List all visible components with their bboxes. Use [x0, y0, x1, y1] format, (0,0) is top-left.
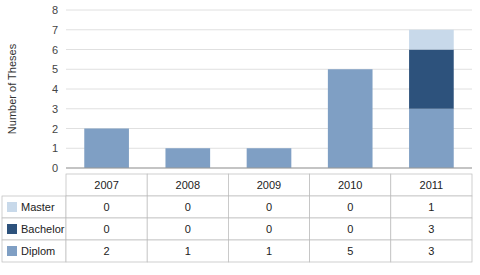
table-cell — [147, 218, 228, 240]
table-cell — [147, 196, 228, 218]
table-cell — [228, 240, 309, 262]
category-label: 2008 — [176, 179, 200, 191]
table-cell — [228, 174, 309, 196]
y-tick-label: 8 — [52, 4, 58, 16]
category-label: 2010 — [338, 179, 362, 191]
table-value: 3 — [428, 223, 434, 235]
bar-segment — [409, 50, 454, 109]
bars — [84, 30, 453, 168]
table-cell — [147, 174, 228, 196]
table-cell — [391, 196, 472, 218]
table-value: 0 — [185, 223, 191, 235]
table-cell — [391, 240, 472, 262]
bar-segment — [328, 69, 373, 70]
table-value: 0 — [266, 201, 272, 213]
table-value: 1 — [428, 201, 434, 213]
category-label: 2007 — [94, 179, 118, 191]
table-value: 0 — [104, 201, 110, 213]
table-value: 0 — [347, 223, 353, 235]
y-tick-label: 1 — [52, 142, 58, 154]
bar-segment — [84, 129, 129, 169]
table-cell — [310, 218, 391, 240]
grid — [66, 10, 472, 168]
table-cell — [66, 218, 147, 240]
table-value: 0 — [104, 223, 110, 235]
data-table: 20072008200920102011Master00001Bachelor0… — [2, 174, 472, 262]
table-value: 1 — [266, 245, 272, 257]
table-cell — [66, 240, 147, 262]
chart: 012345678Number of Theses200720082009201… — [0, 0, 480, 275]
table-cell — [310, 174, 391, 196]
bar-segment — [165, 148, 210, 149]
y-tick-label: 5 — [52, 63, 58, 75]
bar-segment — [409, 30, 454, 50]
legend-label: Master — [21, 201, 55, 213]
table-cell — [147, 240, 228, 262]
table-cell — [228, 218, 309, 240]
table-cell — [2, 218, 66, 240]
table-cell — [391, 174, 472, 196]
table-cell — [2, 196, 66, 218]
bar-segment — [165, 148, 210, 149]
y-tick-label: 0 — [52, 162, 58, 174]
table-cell — [310, 240, 391, 262]
bar-segment — [328, 69, 373, 168]
bar-segment — [247, 148, 292, 168]
table-cell — [391, 218, 472, 240]
bar-segment — [328, 69, 373, 70]
legend-label: Diplom — [21, 245, 55, 257]
legend-swatch — [7, 246, 17, 256]
y-tick-label: 6 — [52, 44, 58, 56]
x-axis-line — [66, 168, 472, 169]
table-value: 3 — [428, 245, 434, 257]
category-label: 2011 — [420, 179, 444, 191]
legend-label: Bachelor — [21, 223, 65, 235]
bar-segment — [84, 128, 129, 129]
y-tick-label: 2 — [52, 123, 58, 135]
bar-segment — [247, 148, 292, 149]
legend-swatch — [7, 224, 17, 234]
table-cell — [66, 196, 147, 218]
table-value: 0 — [266, 223, 272, 235]
grid-line — [66, 168, 472, 169]
table-cell — [228, 196, 309, 218]
category-label: 2009 — [257, 179, 281, 191]
table-value: 1 — [185, 245, 191, 257]
table-value: 0 — [185, 201, 191, 213]
table-cell — [66, 174, 147, 196]
table-value: 0 — [347, 201, 353, 213]
grid-line — [66, 10, 472, 11]
y-tick-label: 7 — [52, 24, 58, 36]
bar-segment — [247, 148, 292, 149]
y-axis-label: Number of Theses — [6, 43, 18, 134]
bar-segment — [84, 128, 129, 129]
table-value: 2 — [104, 245, 110, 257]
bar-segment — [165, 148, 210, 168]
y-tick-label: 3 — [52, 103, 58, 115]
legend-swatch — [7, 202, 17, 212]
table-cell — [2, 240, 66, 262]
table-cell — [310, 196, 391, 218]
y-tick-label: 4 — [52, 83, 58, 95]
table-value: 5 — [347, 245, 353, 257]
bar-segment — [409, 109, 454, 168]
